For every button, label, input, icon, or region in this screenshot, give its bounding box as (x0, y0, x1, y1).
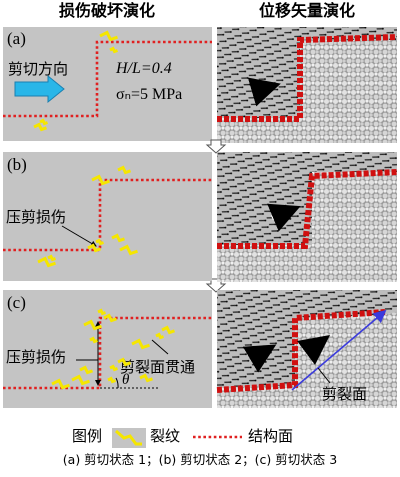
crack (117, 357, 131, 367)
joint-particles (217, 34, 398, 122)
crack (83, 319, 102, 331)
stress: σₙ=5 MPa (116, 86, 182, 103)
legend-title: 图例 (72, 427, 102, 445)
crack (111, 233, 125, 243)
left-header: 损伤破坏演化 (59, 1, 155, 20)
panel-label: (b) (7, 155, 27, 174)
right-header: 位移矢量演化 (259, 1, 355, 20)
displacement-arrow (267, 203, 301, 232)
damage-panel (3, 290, 212, 408)
shear-direction: 剪切方向 (8, 60, 68, 78)
damage-label: 压剪损伤 (6, 348, 66, 366)
crack (109, 46, 118, 54)
pointer (317, 367, 331, 384)
caption: (a) 剪切状态 1；(b) 剪切状态 2；(c) 剪切状态 3 (63, 452, 337, 467)
angle-label: θ (122, 372, 130, 388)
crack (37, 256, 56, 268)
displacement-arrow (297, 335, 330, 365)
crack (47, 254, 56, 262)
crack (131, 338, 150, 350)
crack (91, 174, 110, 186)
crack (89, 336, 98, 344)
crack (79, 365, 93, 375)
shear-arrow (14, 74, 65, 104)
shear-plane-line (291, 309, 387, 391)
displacement-arrow (242, 344, 277, 373)
joint-particles (217, 169, 398, 249)
angle-arc (115, 377, 119, 389)
pointer (61, 225, 97, 247)
damage-label: 压剪损伤 (6, 208, 66, 226)
joint-line (3, 316, 212, 390)
crack (119, 244, 138, 256)
cracks (33, 30, 175, 390)
crack (139, 373, 153, 383)
crack (95, 238, 104, 246)
step-arrow (205, 139, 227, 154)
ratio: H/L=0.4 (115, 60, 172, 77)
crack (87, 243, 101, 253)
damage-panel (3, 152, 212, 281)
crack (109, 364, 118, 372)
panel-label: (a) (7, 29, 26, 48)
crack (33, 122, 47, 132)
legend-crack-label: 裂纹 (150, 427, 180, 445)
panel-label: (c) (7, 293, 26, 312)
legend-crack (115, 429, 142, 446)
crack (71, 374, 90, 386)
crack (117, 165, 131, 175)
crack (107, 376, 116, 384)
pointer (151, 339, 169, 355)
crack (103, 313, 117, 323)
joint-line (3, 178, 212, 252)
joint-particles (216, 309, 386, 393)
legend-joint-label: 结构面 (248, 427, 293, 445)
crack (39, 118, 48, 126)
crack (161, 325, 175, 335)
plane-label: 剪裂面 (322, 385, 367, 403)
crack (51, 378, 70, 390)
through-label: 剪裂面贯通 (120, 358, 195, 376)
crack (97, 308, 106, 316)
crack (155, 332, 164, 340)
joint-line (3, 40, 212, 118)
displacement-arrow (247, 77, 281, 107)
crack (99, 30, 118, 42)
